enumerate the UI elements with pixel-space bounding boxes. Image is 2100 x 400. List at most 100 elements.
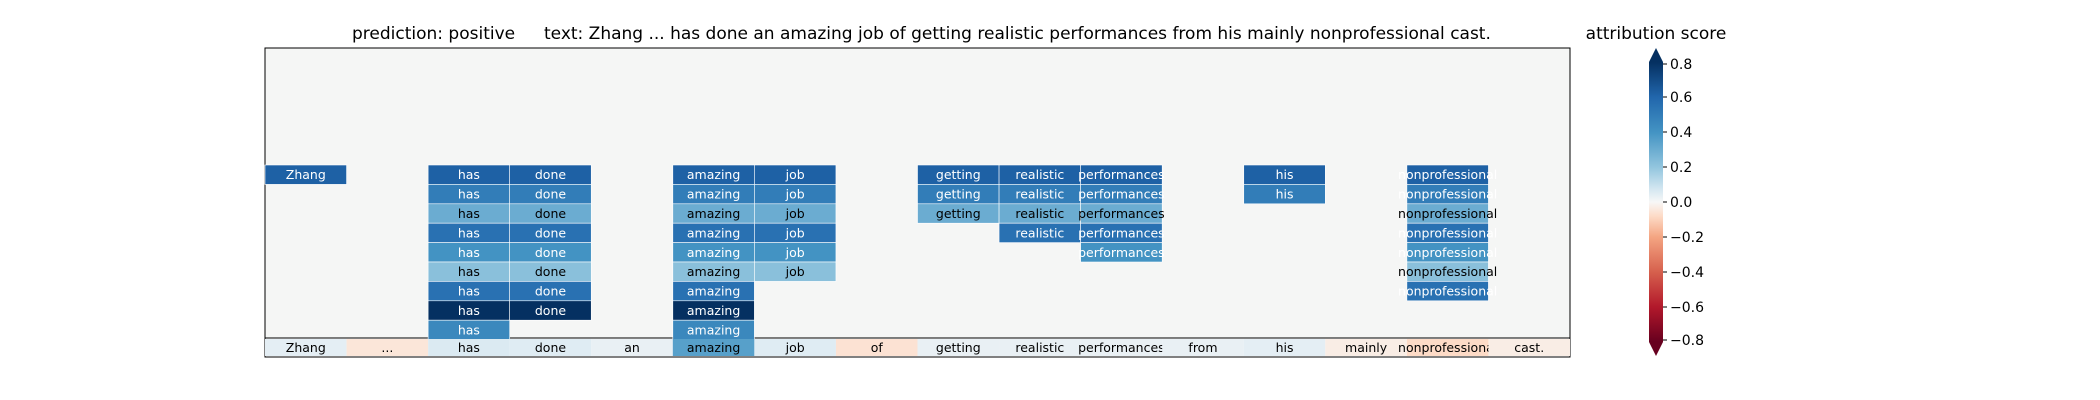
- colorbar-tick-label: −0.8: [1670, 333, 1704, 349]
- attribution-cell-label: realistic: [1015, 167, 1064, 182]
- attribution-cell-label: realistic: [1015, 206, 1064, 221]
- attribution-cell-label: amazing: [687, 264, 740, 279]
- token-cell: [999, 339, 1081, 356]
- attribution-cell-label: amazing: [687, 245, 740, 260]
- colorbar-ticks: 0.8 0.6 0.4 0.2 0.0 −0.2 −0.4 −0.6 −0.8: [1663, 57, 1704, 349]
- token-label: of: [871, 340, 884, 355]
- attribution-cell-label: getting: [936, 187, 981, 202]
- attribution-cell-label: done: [535, 264, 567, 279]
- attribution-cell: [509, 300, 592, 321]
- token-label: an: [624, 340, 640, 355]
- attribution-cell-label: has: [458, 245, 480, 260]
- token-cell: [754, 339, 836, 356]
- token-cell: [917, 339, 1000, 356]
- attribution-cell-label: job: [785, 245, 805, 260]
- attribution-cell-label: nonprofessional: [1398, 167, 1497, 182]
- token-cell: [1488, 339, 1570, 356]
- colorbar: 0.8 0.6 0.4 0.2 0.0 −0.2 −0.4 −0.6 −0.8: [1649, 48, 1704, 356]
- token-label: has: [458, 340, 480, 355]
- token-label: done: [535, 340, 567, 355]
- token-cell: [672, 339, 755, 356]
- attribution-cell-label: performances: [1078, 167, 1165, 182]
- token-label: nonprofessional: [1398, 340, 1497, 355]
- token-label: performances: [1078, 340, 1165, 355]
- attribution-cell-label: has: [458, 167, 480, 182]
- attribution-cell-label: nonprofessional: [1398, 187, 1497, 202]
- attribution-cell-label: job: [785, 225, 805, 240]
- attribution-cell-label: has: [458, 187, 480, 202]
- attribution-cell-label: amazing: [687, 187, 740, 202]
- token-label: his: [1276, 340, 1294, 355]
- attribution-cell: [1080, 242, 1163, 263]
- attribution-cell-label: amazing: [687, 167, 740, 182]
- token-cell: [591, 339, 673, 356]
- attribution-cell: [264, 164, 347, 185]
- token-label: cast.: [1514, 340, 1544, 355]
- attribution-cell-label: Zhang: [286, 167, 326, 182]
- attribution-cell-label: performances: [1078, 187, 1165, 202]
- attribution-cell-label: getting: [936, 167, 981, 182]
- token-label: from: [1188, 340, 1217, 355]
- attribution-cell-label: done: [535, 245, 567, 260]
- token-label: amazing: [687, 340, 740, 355]
- token-label: job: [785, 340, 805, 355]
- attribution-cell-label: performances: [1078, 225, 1165, 240]
- colorbar-tick-label: −0.2: [1670, 230, 1704, 246]
- colorbar-top-arrow: [1649, 48, 1663, 62]
- colorbar-tick-label: 0.8: [1670, 57, 1692, 73]
- attribution-cell-label: nonprofessional: [1398, 206, 1497, 221]
- token-cell: [428, 339, 510, 356]
- attribution-cell-label: has: [458, 264, 480, 279]
- attribution-cell-label: has: [458, 284, 480, 299]
- attribution-cell-label: amazing: [687, 206, 740, 221]
- sentence-text: text: Zhang ... has done an amazing job …: [544, 24, 1491, 44]
- token-cell: [509, 339, 592, 356]
- token-label: getting: [936, 340, 981, 355]
- attribution-cell-label: has: [458, 225, 480, 240]
- colorbar-tick-label: −0.4: [1670, 265, 1704, 281]
- token-cell: [835, 339, 918, 356]
- attribution-cell-label: amazing: [687, 322, 740, 337]
- attribution-cell-label: has: [458, 206, 480, 221]
- token-cell: [1162, 339, 1244, 356]
- attribution-cells: Zhang has done amazing job getting realistic pe…: [264, 164, 1497, 340]
- attribution-cell-label: performances: [1078, 245, 1165, 260]
- token-label: mainly: [1345, 340, 1388, 355]
- colorbar-tick-label: 0.2: [1670, 160, 1692, 176]
- attribution-cell-label: done: [535, 225, 567, 240]
- colorbar-tick-label: 0.0: [1670, 195, 1692, 211]
- attribution-cell-label: nonprofessional: [1398, 245, 1497, 260]
- attribution-cell-label: job: [785, 264, 805, 279]
- token-cell: [1243, 339, 1326, 356]
- colorbar-label: attribution score: [1586, 24, 1727, 44]
- token-label: realistic: [1015, 340, 1064, 355]
- attribution-cell-label: getting: [936, 206, 981, 221]
- token-cell: [1406, 339, 1489, 356]
- attribution-cell-label: done: [535, 206, 567, 221]
- attribution-cell: [1406, 281, 1489, 302]
- token-cell: [1080, 339, 1163, 356]
- attribution-cell-label: job: [785, 167, 805, 182]
- attribution-cell-label: done: [535, 284, 567, 299]
- attribution-cell-label: amazing: [687, 303, 740, 318]
- colorbar-tick-label: 0.4: [1670, 125, 1692, 141]
- attribution-cell-label: nonprofessional: [1398, 225, 1497, 240]
- token-cell: [1325, 339, 1407, 356]
- attribution-cell-label: realistic: [1015, 187, 1064, 202]
- attribution-cell-label: nonprofessional: [1398, 264, 1497, 279]
- attribution-cell-label: job: [785, 187, 805, 202]
- colorbar-tick-label: −0.6: [1670, 300, 1704, 316]
- token-label: ...: [381, 340, 393, 355]
- attribution-cell-label: done: [535, 187, 567, 202]
- attribution-cell-label: nonprofessional: [1398, 284, 1497, 299]
- attribution-cell-label: performances: [1078, 206, 1165, 221]
- attribution-cell-label: done: [535, 167, 567, 182]
- token-cell: [346, 339, 429, 356]
- token-strip: Zhang... has done an amazing job of getting real…: [265, 339, 1570, 356]
- attribution-cell: [754, 261, 837, 282]
- attribution-cell-label: his: [1276, 167, 1294, 182]
- attribution-cell-label: realistic: [1015, 225, 1064, 240]
- attribution-cell: [1243, 184, 1326, 205]
- attribution-cell-label: has: [458, 303, 480, 318]
